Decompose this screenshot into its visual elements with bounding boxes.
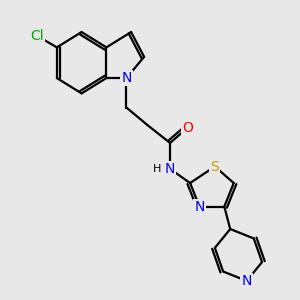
Text: Cl: Cl xyxy=(30,28,43,43)
Text: H: H xyxy=(153,164,161,174)
Text: N: N xyxy=(194,200,205,214)
Text: N: N xyxy=(165,162,175,176)
Text: N: N xyxy=(121,71,132,85)
Text: O: O xyxy=(182,121,193,135)
Text: N: N xyxy=(242,274,252,288)
Text: S: S xyxy=(211,160,219,173)
